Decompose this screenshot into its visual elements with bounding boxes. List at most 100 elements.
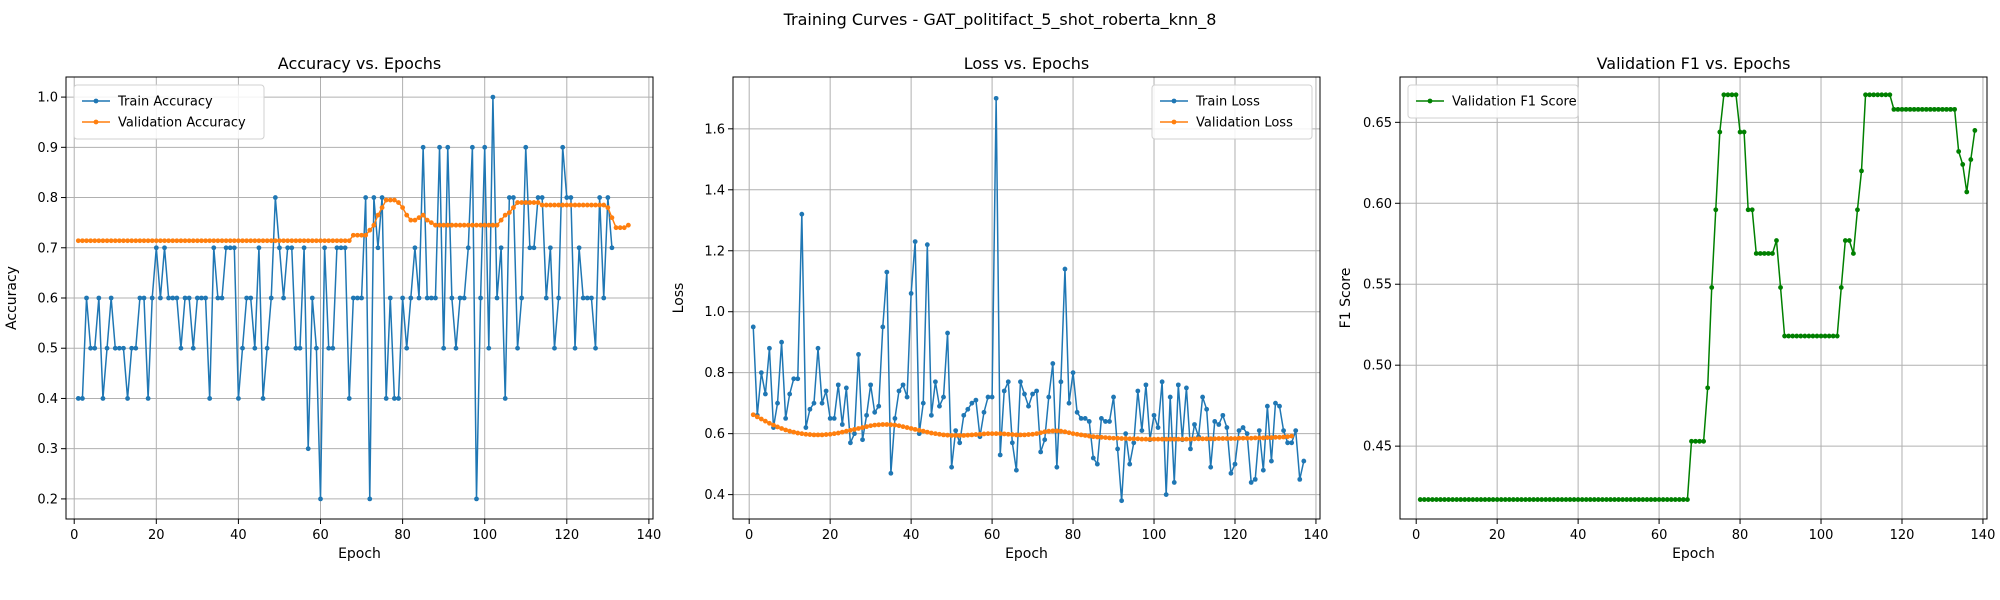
gridlines bbox=[733, 77, 1320, 519]
data-point bbox=[884, 269, 890, 275]
data-point bbox=[88, 238, 94, 244]
data-point bbox=[1510, 497, 1516, 502]
x-tick-label: 140 bbox=[636, 528, 661, 543]
data-point bbox=[231, 238, 237, 244]
data-point bbox=[1224, 425, 1230, 430]
data-point bbox=[272, 195, 278, 200]
data-point bbox=[125, 238, 130, 244]
data-point bbox=[1583, 497, 1589, 502]
data-point bbox=[326, 345, 332, 351]
data-point bbox=[240, 238, 245, 244]
data-point bbox=[96, 295, 102, 301]
legend-label: Train Accuracy bbox=[117, 95, 213, 110]
data-point bbox=[1260, 467, 1266, 473]
y-tick-label: 1.0 bbox=[704, 305, 725, 320]
data-point bbox=[1838, 285, 1844, 290]
legend-label: Validation F1 Score bbox=[1452, 95, 1577, 110]
data-point bbox=[1034, 388, 1040, 394]
data-point bbox=[1761, 251, 1767, 256]
data-point bbox=[827, 416, 833, 421]
data-point bbox=[428, 220, 434, 226]
data-point bbox=[1652, 497, 1658, 502]
legend: Train Loss Validation Loss bbox=[1151, 84, 1313, 140]
data-point bbox=[1208, 436, 1214, 442]
data-point bbox=[272, 238, 278, 244]
data-point bbox=[523, 144, 529, 150]
data-point bbox=[953, 433, 959, 438]
data-point bbox=[186, 238, 192, 244]
data-point bbox=[556, 295, 561, 301]
data-point bbox=[330, 345, 336, 351]
data-point bbox=[1519, 497, 1524, 502]
data-point bbox=[1127, 461, 1133, 467]
data-point bbox=[1147, 436, 1153, 442]
data-point bbox=[1887, 92, 1893, 98]
data-point bbox=[355, 295, 360, 301]
data-point bbox=[815, 432, 821, 438]
data-point bbox=[1749, 207, 1755, 213]
data-point bbox=[80, 396, 85, 401]
data-point bbox=[412, 217, 418, 223]
x-tick-label: 60 bbox=[1651, 528, 1668, 543]
data-point bbox=[482, 144, 488, 150]
data-point bbox=[547, 245, 553, 251]
data-point bbox=[116, 238, 122, 244]
data-point bbox=[613, 225, 619, 231]
data-point bbox=[1062, 266, 1068, 272]
data-point bbox=[762, 391, 768, 397]
data-point bbox=[1551, 497, 1557, 502]
data-point bbox=[1964, 189, 1970, 195]
data-point bbox=[137, 238, 143, 244]
x-tick-label: 40 bbox=[1570, 528, 1587, 543]
data-point bbox=[441, 222, 447, 228]
data-point bbox=[1240, 435, 1246, 441]
data-point bbox=[1632, 497, 1638, 502]
data-point bbox=[1721, 92, 1727, 98]
data-point bbox=[285, 245, 291, 251]
data-point bbox=[597, 195, 603, 200]
y-tick-label: 0.65 bbox=[1363, 116, 1392, 131]
data-point bbox=[597, 202, 603, 208]
data-point bbox=[916, 427, 922, 433]
data-point bbox=[1498, 497, 1504, 502]
series-line bbox=[752, 97, 1305, 502]
y-tick-label: 1.2 bbox=[704, 244, 725, 259]
data-point bbox=[593, 202, 598, 208]
data-point bbox=[839, 422, 845, 427]
data-point bbox=[1717, 129, 1723, 135]
data-point bbox=[121, 238, 126, 244]
data-point bbox=[1066, 400, 1072, 406]
data-point bbox=[872, 422, 878, 428]
data-point bbox=[355, 232, 360, 238]
data-point bbox=[1281, 434, 1286, 440]
data-point bbox=[787, 391, 793, 397]
data-point bbox=[256, 238, 262, 244]
data-point bbox=[969, 400, 975, 406]
data-point bbox=[852, 431, 857, 437]
data-point bbox=[1058, 428, 1064, 434]
data-point bbox=[937, 431, 942, 437]
data-point bbox=[391, 396, 397, 401]
data-point bbox=[346, 396, 352, 401]
data-point bbox=[359, 232, 364, 238]
data-point bbox=[920, 428, 926, 434]
data-point bbox=[920, 400, 926, 406]
data-point bbox=[1741, 129, 1747, 135]
data-point bbox=[1502, 497, 1508, 502]
data-point bbox=[981, 431, 987, 437]
data-point bbox=[437, 144, 442, 150]
data-point bbox=[1656, 497, 1662, 502]
data-point bbox=[900, 382, 906, 388]
data-point bbox=[350, 232, 356, 238]
data-point bbox=[367, 496, 373, 502]
data-point bbox=[1244, 431, 1250, 437]
data-point bbox=[1293, 428, 1299, 433]
data-point bbox=[256, 245, 262, 251]
data-point bbox=[486, 222, 492, 228]
data-point bbox=[506, 210, 512, 216]
data-point bbox=[823, 388, 829, 394]
data-point bbox=[264, 238, 270, 244]
data-point bbox=[1107, 419, 1112, 424]
data-point bbox=[961, 433, 967, 438]
chart-panel-2: Loss vs. Epochs 0 20 40 60 80 100 120 140 0.4 0.6 0… bbox=[671, 54, 1328, 562]
